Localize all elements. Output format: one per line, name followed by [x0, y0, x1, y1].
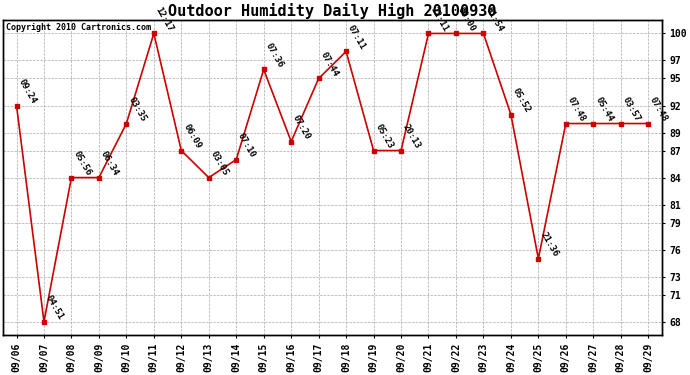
- Text: 07:20: 07:20: [291, 114, 313, 141]
- Text: 07:11: 07:11: [346, 24, 367, 51]
- Text: 07:48: 07:48: [648, 96, 669, 123]
- Text: 20:13: 20:13: [401, 123, 422, 150]
- Text: 07:44: 07:44: [319, 51, 340, 78]
- Text: 21:36: 21:36: [538, 231, 560, 259]
- Text: 05:52: 05:52: [511, 87, 532, 114]
- Text: 05:56: 05:56: [72, 150, 92, 178]
- Text: 03:57: 03:57: [621, 96, 642, 123]
- Text: 03:05: 03:05: [209, 150, 230, 178]
- Text: 01:54: 01:54: [484, 6, 504, 33]
- Text: Copyright 2010 Cartronics.com: Copyright 2010 Cartronics.com: [6, 23, 151, 32]
- Text: 00:00: 00:00: [456, 6, 477, 33]
- Text: 06:09: 06:09: [181, 123, 203, 150]
- Text: 05:23: 05:23: [373, 123, 395, 150]
- Title: Outdoor Humidity Daily High 20100930: Outdoor Humidity Daily High 20100930: [168, 3, 497, 19]
- Text: 22:11: 22:11: [428, 6, 450, 33]
- Text: 05:44: 05:44: [593, 96, 615, 123]
- Text: 06:34: 06:34: [99, 150, 120, 178]
- Text: 09:24: 09:24: [17, 78, 38, 105]
- Text: 07:10: 07:10: [236, 132, 257, 159]
- Text: 04:51: 04:51: [44, 294, 66, 322]
- Text: 07:48: 07:48: [566, 96, 587, 123]
- Text: 07:36: 07:36: [264, 42, 285, 69]
- Text: 12:17: 12:17: [154, 6, 175, 33]
- Text: 03:35: 03:35: [126, 96, 148, 123]
